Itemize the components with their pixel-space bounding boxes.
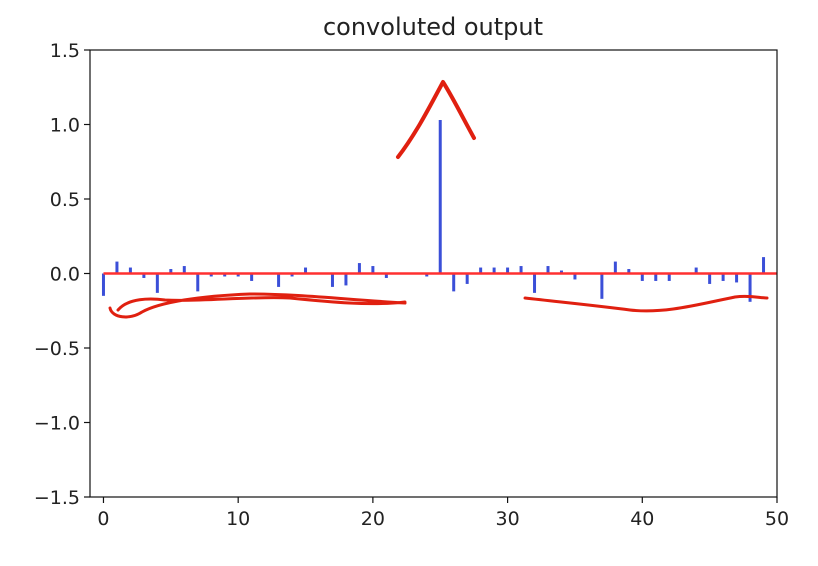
x-tick-label: 30 xyxy=(495,508,519,530)
y-tick-label: 1.0 xyxy=(50,115,80,137)
y-tick-label: −1.5 xyxy=(34,487,80,509)
y-tick-label: −1.0 xyxy=(34,413,80,435)
handwritten-annotations xyxy=(108,80,769,319)
y-tick-label: −0.5 xyxy=(34,338,80,360)
arrow-annotation xyxy=(396,80,476,159)
chart-title: convoluted output xyxy=(323,13,543,41)
underline-annotation-left xyxy=(108,292,407,319)
x-tick-label: 40 xyxy=(630,508,654,530)
plot-area xyxy=(101,120,777,302)
y-tick-label: 0.0 xyxy=(50,264,80,286)
x-tick-label: 20 xyxy=(361,508,385,530)
x-tick-label: 50 xyxy=(765,508,789,530)
y-tick-label: 0.5 xyxy=(50,189,80,211)
y-tick-label: 1.5 xyxy=(50,40,80,62)
x-tick-label: 10 xyxy=(226,508,250,530)
axes: 0 10 20 30 40 50 −1.5 −1.0 −0.5 0.0 0.5 1.0 1.5 xyxy=(34,40,789,530)
underline-annotation-right xyxy=(523,294,769,313)
x-tick-label: 0 xyxy=(97,508,109,530)
